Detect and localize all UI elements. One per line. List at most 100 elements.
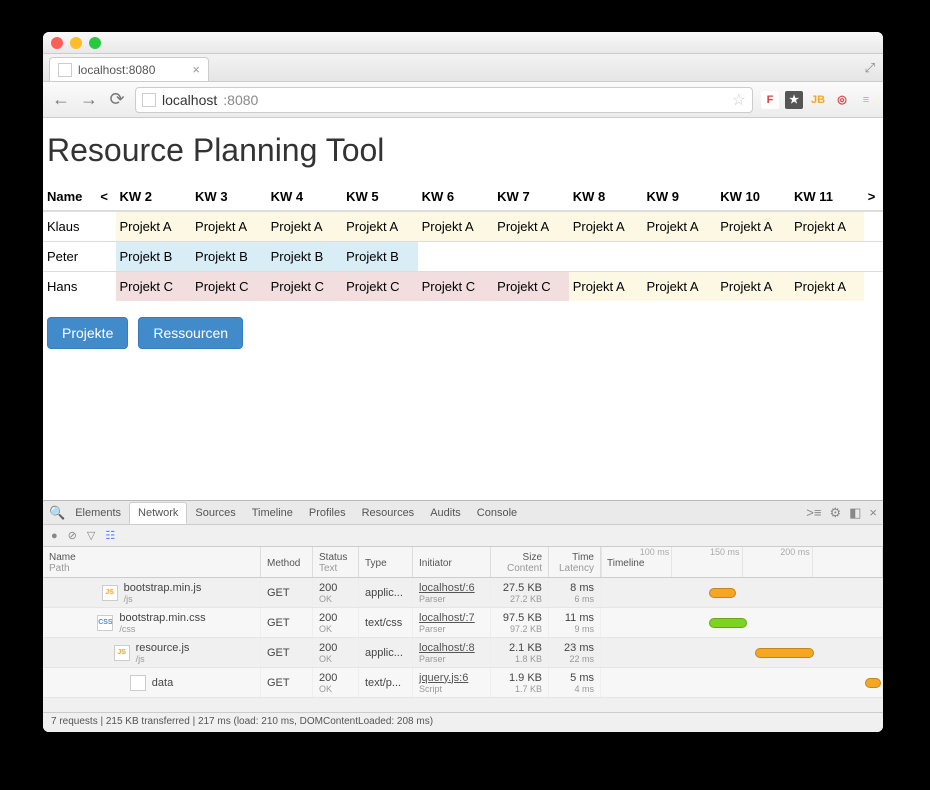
reload-button[interactable]: ⟳: [107, 89, 127, 110]
extension-icon[interactable]: ★: [785, 91, 803, 109]
network-rows: JSbootstrap.min.js/jsGET200OKapplic...lo…: [43, 578, 883, 712]
back-button[interactable]: ←: [51, 89, 71, 110]
assignment-cell[interactable]: [642, 242, 716, 272]
assignment-cell[interactable]: Projekt A: [642, 211, 716, 242]
prev-week[interactable]: <: [96, 183, 115, 211]
request-size: 2.1 KB: [509, 642, 542, 654]
extension-icon[interactable]: JB: [809, 91, 827, 109]
assignment-cell[interactable]: Projekt A: [569, 272, 643, 302]
assignment-cell[interactable]: Projekt C: [418, 272, 494, 302]
assignment-cell[interactable]: [569, 242, 643, 272]
request-type: applic...: [359, 578, 413, 607]
request-method: GET: [261, 638, 313, 667]
filter-icon[interactable]: ▽: [87, 529, 95, 542]
assignment-cell[interactable]: Projekt B: [342, 242, 418, 272]
request-status: 200: [319, 612, 352, 624]
devtools-tab-audits[interactable]: Audits: [422, 503, 469, 523]
network-request-row[interactable]: JSresource.js/jsGET200OKapplic...localho…: [43, 638, 883, 668]
resource-name: Peter: [43, 242, 96, 272]
extension-icon[interactable]: ◎: [833, 91, 851, 109]
record-icon[interactable]: ●: [51, 530, 58, 542]
assignment-cell[interactable]: Projekt C: [191, 272, 267, 302]
request-size: 1.9 KB: [509, 672, 542, 684]
file-icon: [130, 675, 146, 691]
forward-button[interactable]: →: [79, 89, 99, 110]
nav-toolbar: ← → ⟳ localhost:8080 ☆ F ★ JB ◎ ≡: [43, 82, 883, 118]
settings-gear-icon[interactable]: ⚙: [829, 505, 841, 521]
close-button[interactable]: [51, 37, 63, 49]
assignment-cell[interactable]: Projekt A: [642, 272, 716, 302]
assignment-cell[interactable]: Projekt A: [267, 211, 343, 242]
assignment-cell[interactable]: Projekt B: [191, 242, 267, 272]
assignment-cell[interactable]: Projekt A: [716, 211, 790, 242]
address-bar[interactable]: localhost:8080 ☆: [135, 87, 753, 113]
page-icon: [58, 63, 72, 77]
devtools-tab-resources[interactable]: Resources: [354, 503, 423, 523]
request-initiator: localhost/:8: [419, 642, 484, 654]
assignment-cell[interactable]: Projekt C: [267, 272, 343, 302]
clear-icon[interactable]: ⊘: [68, 529, 77, 542]
request-method: GET: [261, 668, 313, 697]
request-name: resource.js: [136, 642, 190, 654]
assignment-cell[interactable]: [790, 242, 864, 272]
console-toggle-icon[interactable]: >≡: [806, 505, 821, 521]
assignment-cell[interactable]: Projekt A: [569, 211, 643, 242]
extension-icon[interactable]: ≡: [857, 91, 875, 109]
next-week[interactable]: >: [864, 183, 883, 211]
assignment-cell[interactable]: [493, 242, 569, 272]
extension-icon[interactable]: F: [761, 91, 779, 109]
resource-name: Klaus: [43, 211, 96, 242]
network-request-row[interactable]: CSSbootstrap.min.css/cssGET200OKtext/css…: [43, 608, 883, 638]
assignment-cell[interactable]: Projekt C: [342, 272, 418, 302]
large-rows-icon[interactable]: ☷: [105, 529, 115, 542]
devtools-tab-network[interactable]: Network: [129, 502, 187, 524]
request-time: 8 ms: [570, 582, 594, 594]
assignment-cell[interactable]: Projekt A: [716, 272, 790, 302]
assignment-cell[interactable]: Projekt C: [493, 272, 569, 302]
week-header: KW 3: [191, 183, 267, 211]
network-request-row[interactable]: JSbootstrap.min.js/jsGET200OKapplic...lo…: [43, 578, 883, 608]
network-request-row[interactable]: dataGET200OKtext/p...jquery.js:6Script1.…: [43, 668, 883, 698]
name-header: Name: [43, 183, 96, 211]
assignment-cell[interactable]: Projekt A: [790, 211, 864, 242]
inspect-icon[interactable]: 🔍: [49, 505, 65, 521]
maximize-button[interactable]: [89, 37, 101, 49]
col-type: Type: [365, 558, 406, 569]
assignment-cell[interactable]: Projekt C: [116, 272, 192, 302]
projects-button[interactable]: Projekte: [47, 317, 128, 349]
url-path: :8080: [223, 92, 258, 108]
devtools-tab-timeline[interactable]: Timeline: [244, 503, 301, 523]
bookmark-star-icon[interactable]: ☆: [732, 90, 746, 110]
assignment-cell[interactable]: Projekt B: [116, 242, 192, 272]
browser-tab[interactable]: localhost:8080 ×: [49, 57, 209, 81]
assignment-cell[interactable]: Projekt A: [191, 211, 267, 242]
assignment-cell[interactable]: Projekt A: [790, 272, 864, 302]
devtools-panel: 🔍 ElementsNetworkSourcesTimelineProfiles…: [43, 500, 883, 732]
minimize-button[interactable]: [70, 37, 82, 49]
request-initiator: localhost/:6: [419, 582, 484, 594]
file-icon: JS: [102, 585, 118, 601]
dock-icon[interactable]: ◧: [849, 505, 861, 521]
file-icon: JS: [114, 645, 130, 661]
assignment-cell[interactable]: Projekt A: [418, 211, 494, 242]
assignment-cell[interactable]: Projekt B: [267, 242, 343, 272]
timeline-bar: [709, 588, 736, 598]
devtools-tab-console[interactable]: Console: [469, 503, 525, 523]
resource-name: Hans: [43, 272, 96, 302]
col-initiator: Initiator: [419, 558, 484, 569]
tab-strip: localhost:8080 × ⤢: [43, 54, 883, 82]
assignment-cell[interactable]: Projekt A: [493, 211, 569, 242]
devtools-close-icon[interactable]: ×: [869, 505, 877, 521]
resources-button[interactable]: Ressourcen: [138, 317, 243, 349]
assignment-cell[interactable]: Projekt A: [342, 211, 418, 242]
expand-icon[interactable]: ⤢: [865, 60, 875, 76]
devtools-tab-elements[interactable]: Elements: [67, 503, 129, 523]
request-status: 200: [319, 672, 352, 684]
devtools-tab-profiles[interactable]: Profiles: [301, 503, 354, 523]
assignment-cell[interactable]: [716, 242, 790, 272]
tab-close-icon[interactable]: ×: [192, 62, 200, 77]
request-type: applic...: [359, 638, 413, 667]
devtools-tab-sources[interactable]: Sources: [187, 503, 243, 523]
assignment-cell[interactable]: Projekt A: [116, 211, 192, 242]
assignment-cell[interactable]: [418, 242, 494, 272]
